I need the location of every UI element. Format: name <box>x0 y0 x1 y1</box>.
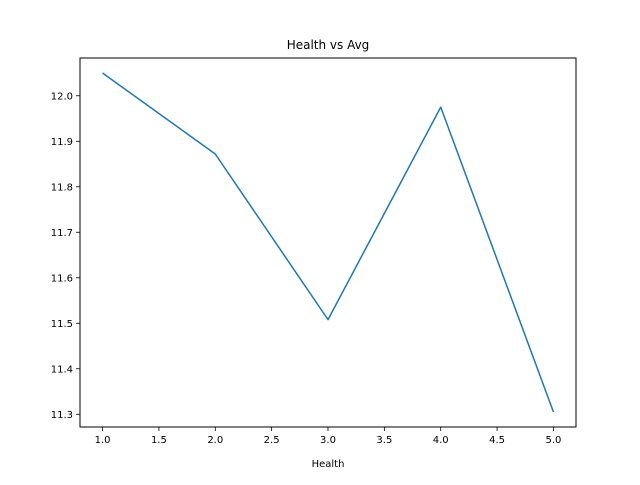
x-tick-label: 5.0 <box>546 435 562 446</box>
x-tick-label: 4.5 <box>489 435 505 446</box>
y-tick-label: 11.7 <box>51 228 73 239</box>
y-tick-label: 11.5 <box>51 319 73 330</box>
y-tick-label: 11.4 <box>51 364 73 375</box>
x-tick-label: 1.0 <box>95 435 111 446</box>
x-tick-label: 2.0 <box>207 435 223 446</box>
x-tick-label: 4.0 <box>433 435 449 446</box>
chart-title: Health vs Avg <box>287 38 370 52</box>
y-tick-label: 12.0 <box>51 91 73 102</box>
x-tick-label: 3.5 <box>376 435 392 446</box>
x-tick-label: 3.0 <box>320 435 336 446</box>
y-tick-label: 11.3 <box>51 410 73 421</box>
series-line <box>102 72 555 413</box>
x-tick-label: 2.5 <box>264 435 280 446</box>
x-tick-label: 1.5 <box>151 435 167 446</box>
plot-area-frame <box>79 57 577 428</box>
series-layer <box>102 72 555 413</box>
x-axis: 1.0 1.5 2.0 2.5 3.0 3.5 4.0 4.5 5.0 <box>95 427 562 446</box>
y-tick-label: 11.8 <box>51 182 73 193</box>
y-tick-label: 11.6 <box>51 273 73 284</box>
y-tick-label: 11.9 <box>51 137 73 148</box>
y-axis: 11.3 11.4 11.5 11.6 11.7 11.8 11.9 12.0 <box>51 91 80 421</box>
x-axis-label: Health <box>312 459 345 470</box>
